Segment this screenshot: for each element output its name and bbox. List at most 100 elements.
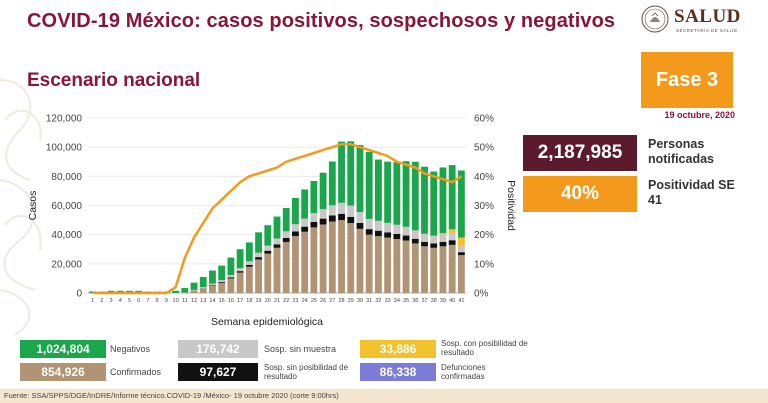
y-tick-label: 20,000 xyxy=(51,259,82,270)
bar-segment xyxy=(218,265,226,281)
legend-negatives-box: 1,024,804 xyxy=(20,340,106,358)
bar-segment xyxy=(384,232,392,238)
notified-label: Personas notificadas xyxy=(648,137,714,166)
bar-segment xyxy=(457,255,465,293)
x-tick-label: 15 xyxy=(219,298,225,304)
bar-segment xyxy=(319,224,327,293)
bar-segment xyxy=(209,283,216,286)
bar-segment xyxy=(356,223,364,229)
bar-segment xyxy=(421,246,428,293)
y2-tick-label: 30% xyxy=(474,201,494,212)
legend-deaths-label: Defunciones confirmadas xyxy=(441,363,486,381)
positivity-label: Positividad SE 41 xyxy=(648,178,735,207)
bar-segment xyxy=(421,166,428,234)
x-tick-label: 20 xyxy=(265,298,271,304)
bar-segment xyxy=(310,213,318,222)
bar-segment xyxy=(393,162,401,225)
bar-segment xyxy=(218,280,226,282)
x-tick-label: 22 xyxy=(283,298,289,304)
x-tick-label: 14 xyxy=(209,298,215,304)
bar-segment xyxy=(328,205,336,216)
x-tick-label: 19 xyxy=(255,298,261,304)
legend-deaths-box: 86,338 xyxy=(360,363,436,381)
bar-segment xyxy=(227,277,235,279)
bar-segment xyxy=(393,233,401,240)
bar-segment xyxy=(375,159,382,221)
bar-segment xyxy=(245,264,253,267)
bar-segment xyxy=(439,234,447,242)
bar-segment xyxy=(365,218,373,230)
bar-segment xyxy=(375,230,382,237)
x-tick-label: 32 xyxy=(375,298,381,304)
bar-segment xyxy=(209,285,216,286)
y-tick-label: 120,000 xyxy=(46,114,83,125)
legend: 1,024,804 Negativos 854,926 Confirmados … xyxy=(0,338,768,388)
x-tick-label: 39 xyxy=(440,298,446,304)
x-tick-label: 5 xyxy=(128,298,131,304)
x-tick-label: 13 xyxy=(200,298,206,304)
x-tick-label: 7 xyxy=(146,298,149,304)
bar-segment xyxy=(255,252,262,258)
bar-segment xyxy=(310,181,318,214)
bar-segment xyxy=(411,238,419,244)
bar-segment xyxy=(338,213,345,221)
bar-segment xyxy=(236,271,244,273)
bar-segment xyxy=(402,161,410,227)
x-tick-label: 28 xyxy=(338,298,344,304)
bar-segment xyxy=(301,218,309,227)
bar-segment xyxy=(282,231,290,238)
bar-segment xyxy=(218,282,226,293)
x-tick-label: 21 xyxy=(274,298,280,304)
x-tick-label: 29 xyxy=(348,298,354,304)
x-tick-label: 17 xyxy=(237,298,243,304)
bar-segment xyxy=(292,224,299,232)
bar-segment xyxy=(282,237,290,242)
y2-tick-label: 60% xyxy=(474,114,494,125)
bar-segment xyxy=(227,275,235,278)
bar-segment xyxy=(393,224,401,234)
x-tick-label: 41 xyxy=(458,298,464,304)
bar-segment xyxy=(457,246,465,253)
bar-segment xyxy=(199,287,207,289)
bar-segment xyxy=(402,240,410,293)
positivity-value: 40% xyxy=(523,176,637,212)
y-tick-label: 100,000 xyxy=(46,143,83,154)
x-tick-label: 2 xyxy=(100,298,103,304)
bar-segment xyxy=(255,232,262,253)
mexico-seal-icon xyxy=(641,5,669,33)
bar-segment xyxy=(430,243,438,248)
bar-segment xyxy=(338,202,345,214)
x-tick-label: 11 xyxy=(182,298,188,304)
x-tick-label: 40 xyxy=(449,298,455,304)
page-subtitle: Escenario nacional xyxy=(27,70,201,91)
bar-segment xyxy=(310,221,318,228)
bar-segment xyxy=(384,222,392,233)
bar-segment xyxy=(448,240,456,245)
x-tick-label: 37 xyxy=(421,298,427,304)
y2-tick-label: 20% xyxy=(474,230,494,241)
footer: Fuente: SSA/SPPS/DGE/InDRE/Informe técni… xyxy=(0,389,768,403)
bar-segment xyxy=(319,218,327,225)
bar-segment xyxy=(375,236,382,293)
y2-axis-title: Positividad xyxy=(505,180,517,231)
bar-segment xyxy=(439,246,447,293)
bar-segment xyxy=(273,216,281,239)
bar-segment xyxy=(190,290,198,293)
x-tick-label: 12 xyxy=(191,298,197,304)
x-tick-label: 3 xyxy=(110,298,113,304)
bar-segment xyxy=(218,281,226,283)
bar-segment xyxy=(328,221,336,293)
bar-segment xyxy=(347,223,355,293)
x-tick-label: 10 xyxy=(173,298,179,304)
bar-segment xyxy=(319,209,327,219)
legend-confirmed-value: 854,926 xyxy=(41,365,85,379)
legend-possible-result-box: 33,886 xyxy=(360,340,436,358)
bar-segment xyxy=(227,257,235,276)
bar-segment xyxy=(245,266,253,293)
phase-date: 19 octubre, 2020 xyxy=(664,110,735,120)
bar-segment xyxy=(430,171,438,236)
bar-segment xyxy=(282,241,290,293)
bar-segment xyxy=(439,233,447,235)
x-tick-label: 27 xyxy=(329,298,335,304)
x-tick-label: 34 xyxy=(394,298,400,304)
